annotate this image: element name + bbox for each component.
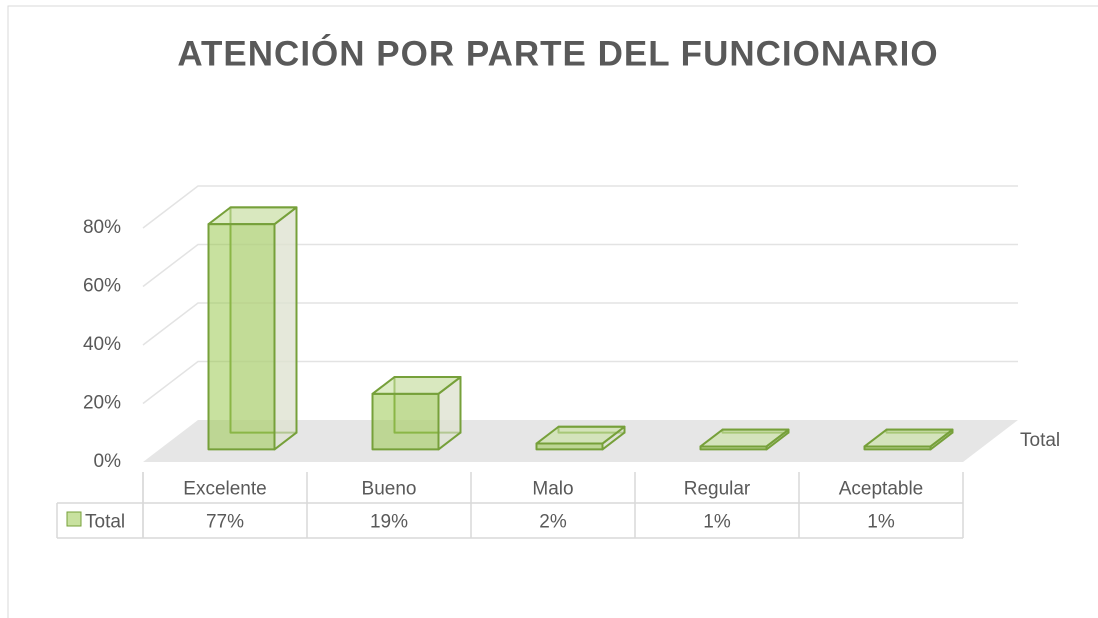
data-label: 19%	[370, 512, 408, 533]
y-tick-label: 80%	[83, 217, 121, 238]
x-tick-label: Malo	[532, 479, 573, 500]
x-tick-label: Excelente	[183, 479, 266, 500]
data-label: 1%	[867, 512, 895, 533]
x-tick-label: Bueno	[362, 479, 417, 500]
x-tick-label: Aceptable	[839, 479, 924, 500]
y-tick-label: 0%	[94, 451, 122, 472]
grid-line	[142, 302, 1018, 346]
y-tick-label: 60%	[83, 276, 121, 297]
data-label: 77%	[206, 512, 244, 533]
bar-front	[207, 223, 276, 451]
legend-label: Total	[85, 512, 125, 533]
data-label: 2%	[539, 512, 567, 533]
data-label: 1%	[703, 512, 731, 533]
grid-line	[142, 243, 1018, 288]
bar	[371, 376, 462, 451]
bar	[863, 428, 954, 451]
bar	[207, 206, 298, 451]
x-tick-label: Regular	[684, 479, 751, 500]
legend-swatch	[66, 511, 82, 527]
chart-frame	[7, 5, 1098, 618]
chart-title: ATENCIÓN POR PARTE DEL FUNCIONARIO	[177, 33, 938, 73]
depth-axis-label: Total	[1020, 430, 1060, 451]
grid-line	[142, 185, 1018, 229]
y-tick-label: 20%	[83, 393, 121, 414]
bar-front	[863, 445, 932, 451]
bar-front	[371, 392, 440, 451]
y-tick-label: 40%	[83, 334, 121, 355]
bar-front	[535, 442, 604, 451]
bar	[699, 428, 790, 451]
bar	[535, 425, 626, 451]
bar-side	[273, 206, 298, 451]
bar-front	[699, 445, 768, 451]
grid-line	[142, 360, 1018, 405]
